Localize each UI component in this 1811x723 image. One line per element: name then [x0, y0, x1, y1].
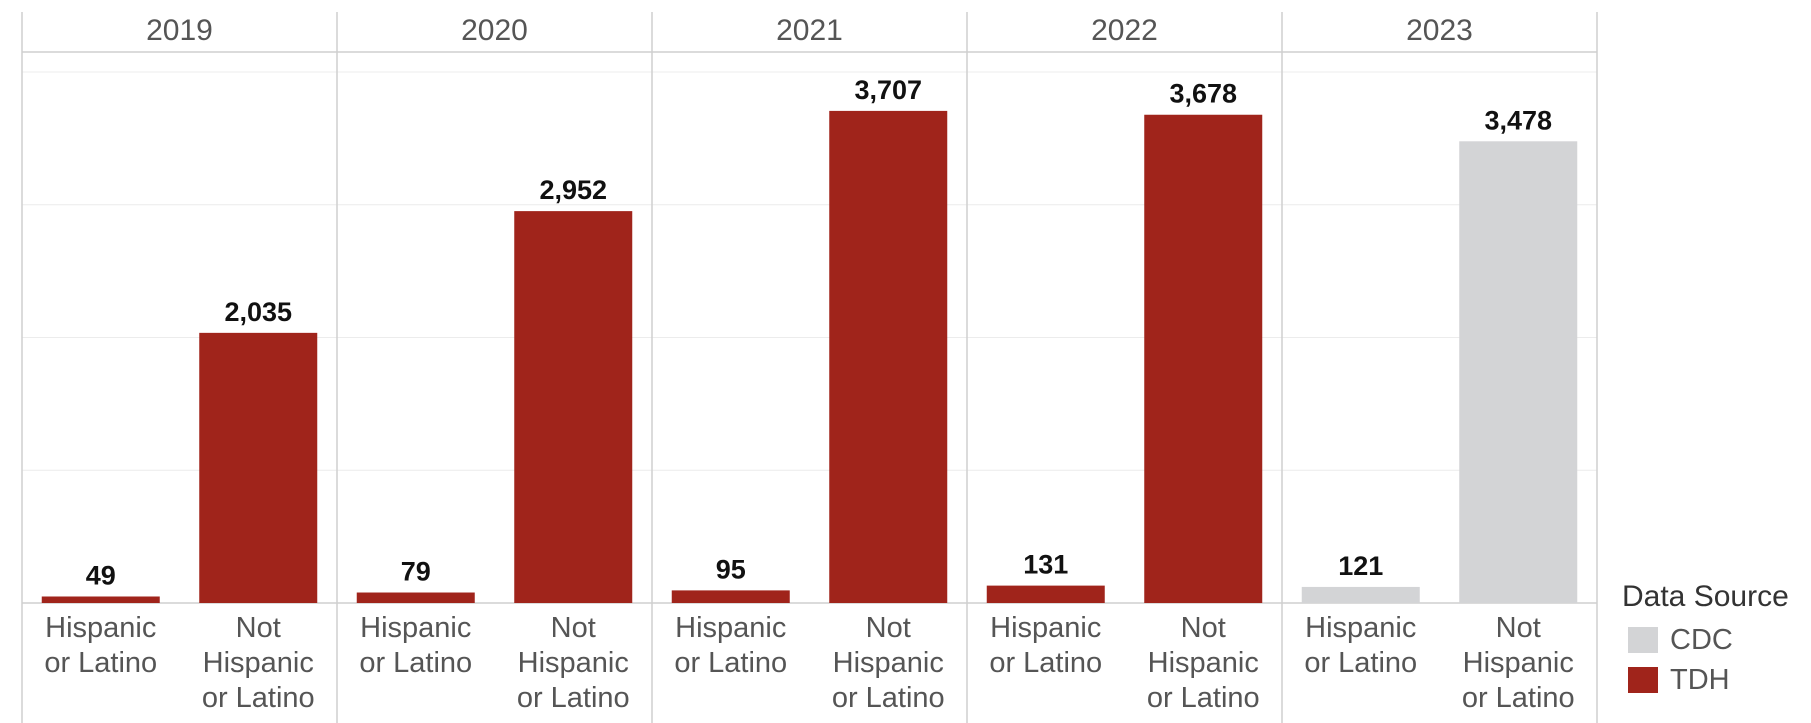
value-label: 121	[1338, 551, 1383, 581]
category-label-line: Hispanic	[203, 647, 314, 679]
value-label: 3,678	[1169, 79, 1237, 109]
bar-2022-hispanic	[986, 585, 1105, 603]
bar-2023-not-hispanic	[1459, 141, 1578, 603]
category-label-line: Hispanic	[360, 612, 471, 644]
legend-label-tdh: TDH	[1670, 663, 1730, 696]
category-label-line: or Latino	[832, 682, 945, 714]
category-label-line: Not	[236, 612, 281, 644]
legend: Data Source CDC TDH	[1622, 580, 1789, 700]
category-label: Not Hispanic or Latino	[1147, 612, 1260, 714]
category-label: Hispanic or Latino	[1304, 612, 1417, 679]
bar-2020-not-hispanic	[514, 211, 633, 603]
category-label-line: or Latino	[1304, 647, 1417, 679]
category-label-line: Not	[1496, 612, 1541, 644]
legend-swatch-tdh	[1628, 667, 1658, 693]
category-label: Hispanic or Latino	[674, 612, 787, 679]
category-label-line: or Latino	[989, 647, 1102, 679]
category-label: Not Hispanic or Latino	[202, 612, 315, 714]
category-label-line: Not	[1181, 612, 1226, 644]
category-label-line: Hispanic	[1463, 647, 1574, 679]
category-label-line: Not	[866, 612, 911, 644]
category-label-line: or Latino	[359, 647, 472, 679]
legend-item-tdh: TDH	[1622, 660, 1789, 700]
bar-2019-not-hispanic	[199, 332, 318, 603]
year-header-2021: 2021	[776, 14, 843, 47]
year-header-2019: 2019	[146, 14, 213, 47]
category-label: Not Hispanic or Latino	[517, 612, 630, 714]
category-label-line: or Latino	[517, 682, 630, 714]
bar-2023-hispanic	[1301, 586, 1420, 603]
category-label: Hispanic or Latino	[359, 612, 472, 679]
value-label: 2,035	[224, 297, 292, 327]
category-label-line: Hispanic	[1305, 612, 1416, 644]
year-header-2022: 2022	[1091, 14, 1158, 47]
legend-item-cdc: CDC	[1622, 620, 1789, 660]
year-header-2020: 2020	[461, 14, 528, 47]
category-label-line: or Latino	[1147, 682, 1260, 714]
category-label: Hispanic or Latino	[989, 612, 1102, 679]
value-label: 95	[716, 554, 746, 584]
category-label: Not Hispanic or Latino	[832, 612, 945, 714]
bar-2021-not-hispanic	[829, 110, 948, 603]
category-label-line: Hispanic	[990, 612, 1101, 644]
bar-2022-not-hispanic	[1144, 114, 1263, 604]
value-label: 49	[86, 560, 116, 590]
bar-2021-hispanic	[671, 590, 790, 603]
year-header-2023: 2023	[1406, 14, 1473, 47]
category-label: Hispanic or Latino	[44, 612, 157, 679]
category-label-line: Hispanic	[518, 647, 629, 679]
bar-2019-hispanic	[41, 596, 160, 603]
category-label-line: Not	[551, 612, 596, 644]
bar-2020-hispanic	[356, 592, 475, 603]
category-label-line: Hispanic	[45, 612, 156, 644]
category-label-line: Hispanic	[833, 647, 944, 679]
value-label: 3,707	[854, 75, 922, 105]
value-label: 3,478	[1484, 105, 1552, 135]
legend-swatch-cdc	[1628, 627, 1658, 653]
value-label: 2,952	[539, 175, 607, 205]
legend-title: Data Source	[1622, 580, 1789, 613]
category-label-line: or Latino	[202, 682, 315, 714]
category-label-line: Hispanic	[1148, 647, 1259, 679]
category-label-line: or Latino	[44, 647, 157, 679]
category-label-line: or Latino	[1462, 682, 1575, 714]
category-label: Not Hispanic or Latino	[1462, 612, 1575, 714]
legend-label-cdc: CDC	[1670, 623, 1733, 656]
value-label: 131	[1023, 550, 1068, 580]
value-label: 79	[401, 557, 431, 587]
category-label-line: Hispanic	[675, 612, 786, 644]
category-label-line: or Latino	[674, 647, 787, 679]
